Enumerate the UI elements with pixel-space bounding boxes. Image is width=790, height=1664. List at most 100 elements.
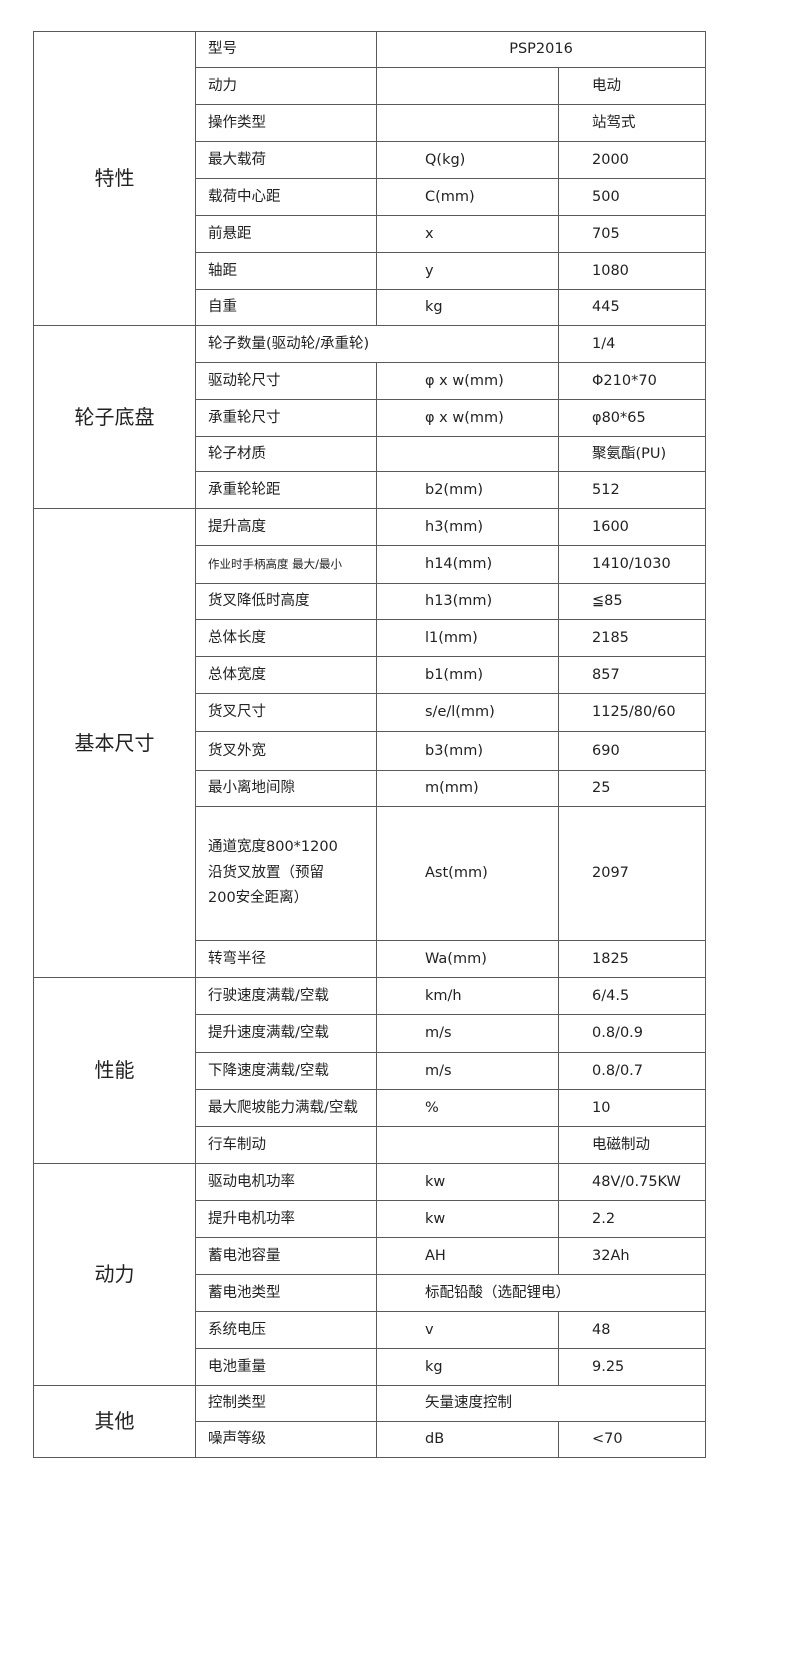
spec-name: 轮子材质	[195, 436, 377, 472]
table-row: 轮子底盘 轮子数量(驱动轮/承重轮) 1/4	[33, 325, 706, 509]
spec-value: 0.8/0.9	[558, 1014, 706, 1053]
spec-value: 48	[558, 1311, 706, 1349]
spec-unit: m/s	[376, 1014, 559, 1053]
spec-value: 1600	[558, 508, 706, 546]
spec-name: 噪声等级	[195, 1421, 377, 1458]
spec-value: 6/4.5	[558, 977, 706, 1015]
spec-name: 蓄电池容量	[195, 1237, 377, 1275]
spec-value: 500	[558, 178, 706, 216]
table-row: 驱动轮尺寸 φ x w(mm) Φ210*70	[34, 362, 706, 400]
spec-name: 下降速度满载/空载	[195, 1052, 377, 1090]
spec-unit: s/e/l(mm)	[376, 693, 559, 732]
spec-name: 控制类型	[195, 1385, 377, 1422]
spec-value: 445	[558, 289, 706, 326]
spec-name: 前悬距	[195, 215, 377, 253]
spec-unit: b2(mm)	[376, 471, 559, 509]
spec-name: 货叉降低时高度	[195, 583, 377, 620]
spec-unit: %	[376, 1089, 559, 1127]
spec-unit: y	[376, 252, 559, 290]
spec-unit	[376, 104, 559, 142]
table-row: 系统电压 v 48	[34, 1311, 706, 1349]
spec-name: 轴距	[195, 252, 377, 290]
table-row: 作业时手柄高度 最大/最小 h14(mm) 1410/1030	[34, 545, 706, 584]
spec-unit: m/s	[376, 1052, 559, 1090]
spec-name: 操作类型	[195, 104, 377, 142]
table-row: 性能 行驶速度满载/空载 km/h 6/4.5	[33, 977, 706, 1164]
table-row: 动力 驱动电机功率 kw 48V/0.75KW	[33, 1163, 706, 1386]
spec-name: 货叉外宽	[195, 731, 377, 771]
spec-value: 857	[558, 656, 706, 694]
spec-name: 行车制动	[195, 1126, 377, 1164]
spec-value: 1080	[558, 252, 706, 290]
spec-name: 载荷中心距	[195, 178, 377, 216]
spec-name: 总体宽度	[195, 656, 377, 694]
table-row: 载荷中心距 C(mm) 500	[34, 178, 706, 216]
spec-value: 电磁制动	[558, 1126, 706, 1164]
spec-value: 9.25	[558, 1348, 706, 1386]
spec-value: 矢量速度控制	[376, 1385, 706, 1422]
spec-unit	[376, 1126, 559, 1164]
spec-unit: km/h	[376, 977, 559, 1015]
table-row: 行车制动 电磁制动	[34, 1126, 706, 1164]
section-label: 轮子底盘	[33, 325, 196, 509]
spec-value: 690	[558, 731, 706, 771]
spec-unit: x	[376, 215, 559, 253]
spec-name: 行驶速度满载/空载	[195, 977, 377, 1015]
spec-name: 最小离地间隙	[195, 770, 377, 807]
spec-value: 1125/80/60	[558, 693, 706, 732]
spec-value: Φ210*70	[558, 362, 706, 400]
table-row: 特性 型号 PSP2016	[33, 31, 706, 326]
section-label: 性能	[33, 977, 196, 1164]
table-row: 总体长度 l1(mm) 2185	[34, 619, 706, 657]
spec-value: 1825	[558, 940, 706, 978]
spec-value: 2.2	[558, 1200, 706, 1238]
spec-table: 特性 型号 PSP2016 动力 电动 操作类型 站驾式 最大载荷 Q(kg) 2000 载荷中心距…	[33, 31, 706, 1458]
spec-name: 蓄电池类型	[195, 1274, 377, 1312]
spec-name: 承重轮轮距	[195, 471, 377, 509]
spec-name: 系统电压	[195, 1311, 377, 1349]
table-row: 最小离地间隙 m(mm) 25	[34, 770, 706, 807]
spec-value: 2185	[558, 619, 706, 657]
spec-value: 电动	[558, 67, 706, 105]
table-row: 其他 控制类型 矢量速度控制	[33, 1385, 706, 1458]
table-row: 转弯半径 Wa(mm) 1825	[34, 940, 706, 978]
spec-unit: φ x w(mm)	[376, 362, 559, 400]
spec-value: <70	[558, 1421, 706, 1458]
spec-name: 承重轮尺寸	[195, 399, 377, 437]
table-row: 操作类型 站驾式	[34, 104, 706, 142]
spec-name: 转弯半径	[195, 940, 377, 978]
spec-name: 型号	[195, 31, 377, 68]
spec-value: 1/4	[558, 325, 706, 363]
spec-value: 1410/1030	[558, 545, 706, 584]
table-row: 下降速度满载/空载 m/s 0.8/0.7	[34, 1052, 706, 1090]
spec-name: 驱动轮尺寸	[195, 362, 377, 400]
spec-unit: Ast(mm)	[376, 806, 559, 941]
spec-unit: m(mm)	[376, 770, 559, 807]
spec-unit: h3(mm)	[376, 508, 559, 546]
section-label: 特性	[33, 31, 196, 326]
spec-name: 自重	[195, 289, 377, 326]
table-row: 蓄电池容量 AH 32Ah	[34, 1237, 706, 1275]
spec-name: 提升电机功率	[195, 1200, 377, 1238]
spec-unit: h13(mm)	[376, 583, 559, 620]
spec-name: 通道宽度800*1200 沿货叉放置（预留 200安全距离）	[195, 806, 377, 941]
spec-value: 512	[558, 471, 706, 509]
table-row: 承重轮尺寸 φ x w(mm) φ80*65	[34, 399, 706, 437]
table-row: 电池重量 kg 9.25	[34, 1348, 706, 1386]
spec-unit	[376, 67, 559, 105]
table-row: 承重轮轮距 b2(mm) 512	[34, 471, 706, 509]
spec-name: 驱动电机功率	[195, 1163, 377, 1201]
spec-value: 2000	[558, 141, 706, 179]
spec-name: 电池重量	[195, 1348, 377, 1386]
spec-unit: l1(mm)	[376, 619, 559, 657]
table-row: 前悬距 x 705	[34, 215, 706, 253]
section-label: 基本尺寸	[33, 508, 196, 978]
table-row: 货叉外宽 b3(mm) 690	[34, 731, 706, 771]
spec-value: 站驾式	[558, 104, 706, 142]
spec-value: 705	[558, 215, 706, 253]
spec-unit: kg	[376, 289, 559, 326]
spec-unit: kg	[376, 1348, 559, 1386]
table-row: 轮子材质 聚氨酯(PU)	[34, 436, 706, 472]
spec-unit: dB	[376, 1421, 559, 1458]
table-row: 通道宽度800*1200 沿货叉放置（预留 200安全距离） Ast(mm) 209…	[34, 806, 706, 941]
